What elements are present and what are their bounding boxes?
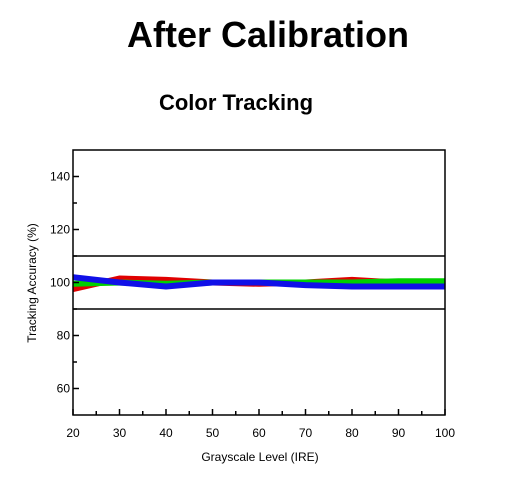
y-tick-label: 100: [50, 276, 70, 290]
x-tick-label: 20: [66, 426, 80, 440]
x-tick-label: 80: [345, 426, 359, 440]
x-tick-label: 50: [206, 426, 220, 440]
y-ticks: 60 80 100 120 140: [50, 170, 79, 396]
x-tick-label: 60: [252, 426, 266, 440]
x-tick-label: 30: [113, 426, 127, 440]
series-line: [72, 274, 445, 290]
chart-title: Color Tracking: [158, 90, 314, 115]
x-tick-label: 100: [435, 426, 455, 440]
y-tick-label: 140: [50, 170, 70, 184]
reference-lines: [73, 255, 445, 310]
y-axis-label: Tracking Accuracy (%): [25, 223, 39, 343]
x-tick-label: 40: [159, 426, 173, 440]
y-tick-label: 60: [57, 382, 71, 396]
x-axis-label: Grayscale Level (IRE): [201, 450, 318, 464]
y-tick-label: 80: [57, 329, 71, 343]
page-title: After Calibration: [126, 14, 410, 55]
x-tick-label: 90: [392, 426, 406, 440]
x-ticks: 20 30 40 50 60 70 80 90 100: [66, 409, 455, 440]
x-tick-label: 70: [299, 426, 313, 440]
y-tick-label: 120: [50, 223, 70, 237]
series-lines: [72, 274, 446, 293]
